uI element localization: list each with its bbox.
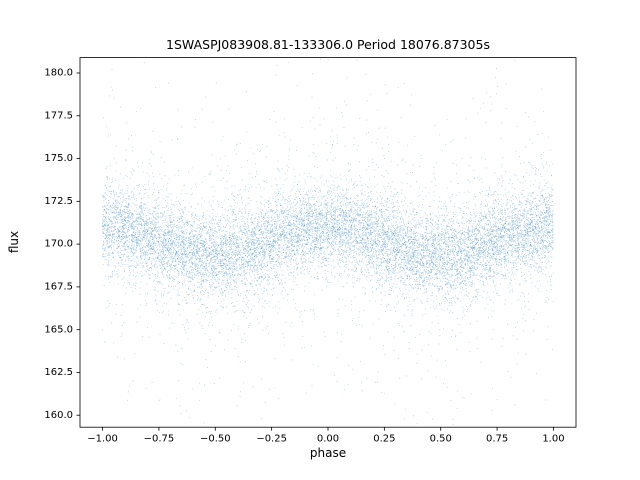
y-axis-label: flux bbox=[7, 230, 21, 254]
x-axis-label: phase bbox=[309, 446, 347, 460]
chart-title: 1SWASPJ083908.81-133306.0 Period 18076.8… bbox=[166, 37, 490, 52]
